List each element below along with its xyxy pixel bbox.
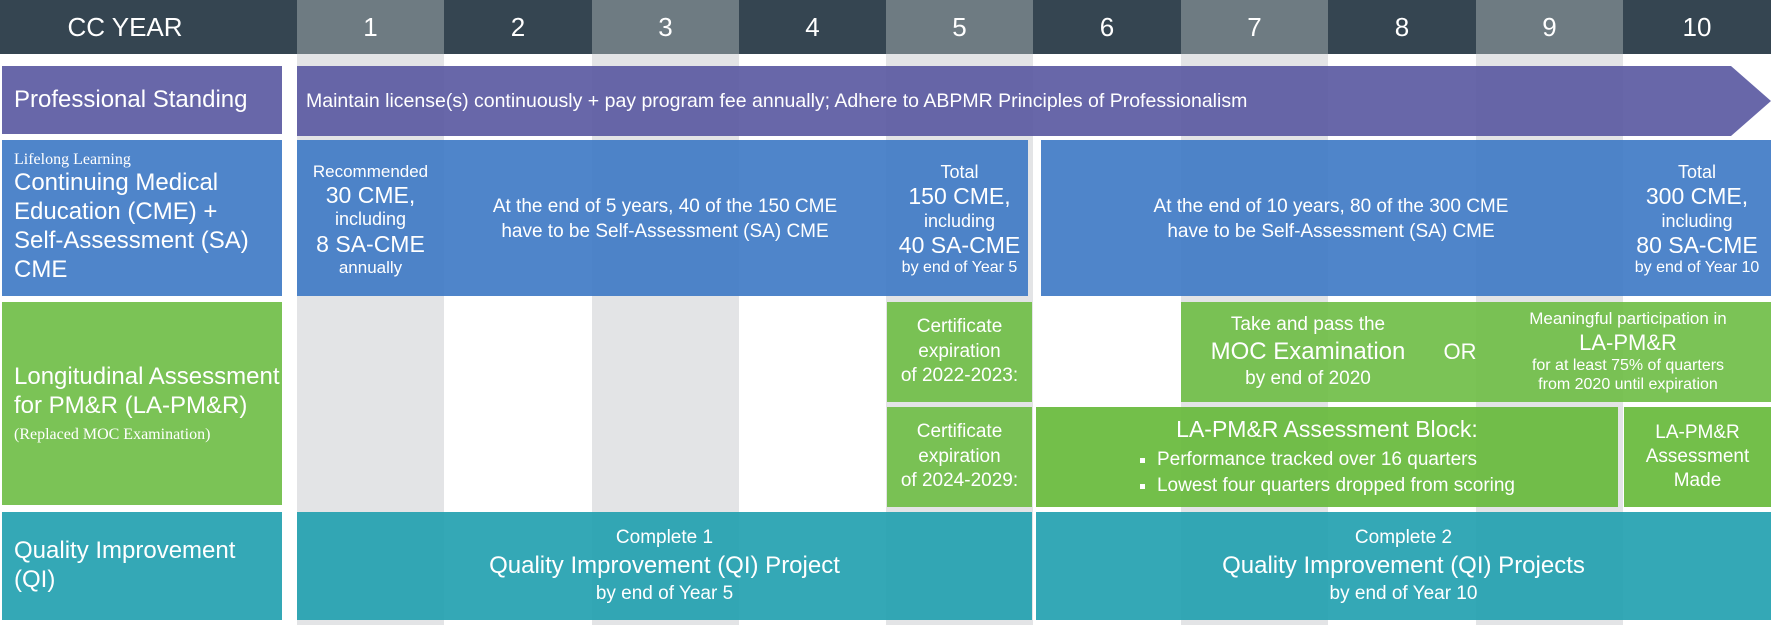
qi1-line1: Complete 1 xyxy=(615,526,714,548)
recommended-line1: Recommended xyxy=(312,162,429,182)
professional-standing-label-text: Professional Standing xyxy=(14,85,248,113)
year-8: 8 xyxy=(1394,11,1410,42)
header-stripe xyxy=(592,0,739,54)
ten-year-note-line2: have to be Self-Assessment (SA) CME xyxy=(1167,221,1495,242)
cert-expiration-2022-2023: Certificate expiration of 2022-2023: xyxy=(887,302,1032,402)
cc-year-label: CC YEAR xyxy=(67,11,183,42)
cme-label-text: Continuing Medical Education (CME) + Sel… xyxy=(14,169,249,283)
recommended-cme: Recommended 30 CME, including 8 SA-CME a… xyxy=(297,150,444,290)
cert-a-line3: of 2022-2023: xyxy=(900,365,1019,387)
qi2-line3: by end of Year 10 xyxy=(1329,582,1478,604)
year-2: 2 xyxy=(510,11,526,42)
meaningful-line2: LA-PM&R xyxy=(1579,329,1677,355)
ten-year-note: At the end of 10 years, 80 of the 300 CM… xyxy=(1041,150,1621,290)
total5-line2: 150 CME, xyxy=(908,183,1011,210)
made-line1: LA-PM&R xyxy=(1655,421,1740,443)
header-stripe xyxy=(1476,0,1623,54)
qi-project-1: Complete 1 Quality Improvement (QI) Proj… xyxy=(297,512,1032,620)
total5-line3: including xyxy=(923,210,996,231)
or-text: OR xyxy=(1443,339,1477,364)
qi-label: Quality Improvement (QI) xyxy=(2,512,282,620)
five-year-note-line2: have to be Self-Assessment (SA) CME xyxy=(501,221,829,242)
assessment-block-bullets: Performance tracked over 16 quarters Low… xyxy=(1139,447,1515,498)
moc-line3: by end of 2020 xyxy=(1245,368,1371,389)
meaningful-line3: for at least 75% of quarters xyxy=(1531,357,1725,375)
cert-b-line1: Certificate xyxy=(916,420,1003,442)
cme-block-1 xyxy=(297,140,1028,296)
recommended-line2: 30 CME, xyxy=(325,182,416,209)
cert-a-line1: Certificate xyxy=(916,315,1003,337)
total5-line1: Total xyxy=(940,162,979,183)
assessment-block: LA-PM&R Assessment Block: Performance tr… xyxy=(1036,407,1618,507)
qi2-line2: Quality Improvement (QI) Projects xyxy=(1222,552,1585,580)
total10-line5: by end of Year 10 xyxy=(1634,258,1760,276)
professional-standing-text: Maintain license(s) continuously + pay p… xyxy=(306,89,1248,112)
year-5: 5 xyxy=(952,11,967,42)
made-line3: Made xyxy=(1673,470,1722,492)
lifelong-learning-small: Lifelong Learning xyxy=(14,151,131,168)
moc-or-la-bar xyxy=(1181,302,1771,402)
year-9: 9 xyxy=(1542,11,1557,42)
year-7: 7 xyxy=(1247,11,1262,42)
header-stripe xyxy=(886,0,1033,54)
total10-line4: 80 SA-CME xyxy=(1636,231,1758,258)
longitudinal-label-text: Longitudinal Assessment for PM&R (LA-PM&… xyxy=(14,363,280,419)
longitudinal-label-note: (Replaced MOC Examination) xyxy=(14,425,211,443)
total10-line3: including xyxy=(1661,210,1733,231)
header-bar xyxy=(0,0,1771,54)
header-stripe xyxy=(297,0,444,54)
qi-project-2: Complete 2 Quality Improvement (QI) Proj… xyxy=(1036,512,1771,620)
bullet-item: Lowest four quarters dropped from scorin… xyxy=(1157,473,1515,499)
cert-expiration-2024-2029: Certificate expiration of 2024-2029: xyxy=(887,407,1032,507)
longitudinal-label: Longitudinal Assessment for PM&R (LA-PM&… xyxy=(2,302,282,505)
made-line2: Assessment xyxy=(1645,445,1750,467)
moc-examination: Take and pass the MOC Examination by end… xyxy=(1181,306,1435,398)
recommended-line5: annually xyxy=(338,257,403,277)
year-6: 6 xyxy=(1099,11,1115,42)
cert-b-line3: of 2024-2029: xyxy=(900,470,1019,492)
five-year-note-line1: At the end of 5 years, 40 of the 150 CME xyxy=(492,196,838,218)
assessment-block-title: LA-PM&R Assessment Block: xyxy=(1176,415,1478,442)
bullet-item: Performance tracked over 16 quarters xyxy=(1157,447,1515,473)
cert-a-line2: expiration xyxy=(918,340,1001,362)
meaningful-line1: Meaningful participation in xyxy=(1529,309,1727,329)
year-1: 1 xyxy=(363,11,378,42)
cme-block-2 xyxy=(1041,140,1771,296)
qi2-line1: Complete 2 xyxy=(1354,526,1453,548)
lifelong-learning-label: Lifelong Learning Continuing Medical Edu… xyxy=(2,140,282,296)
qi-label-text: Quality Improvement (QI) xyxy=(14,537,236,593)
cert-b-line2: expiration xyxy=(918,445,1001,467)
year-10: 10 xyxy=(1682,11,1712,42)
assessment-made: LA-PM&R Assessment Made xyxy=(1624,407,1771,507)
five-year-note: At the end of 5 years, 40 of the 150 CME… xyxy=(444,150,886,290)
year-4: 4 xyxy=(805,11,820,42)
recommended-line3: including xyxy=(334,209,407,230)
ten-year-note-line1: At the end of 10 years, 80 of the 300 CM… xyxy=(1153,196,1509,218)
professional-standing-arrow xyxy=(297,66,1771,136)
total5-line4: 40 SA-CME xyxy=(898,231,1021,258)
moc-line1: Take and pass the xyxy=(1230,314,1386,336)
total10-line2: 300 CME, xyxy=(1645,183,1749,210)
recommended-line4: 8 SA-CME xyxy=(316,230,425,257)
total5-line5: by end of Year 5 xyxy=(901,258,1018,276)
professional-standing-label: Professional Standing xyxy=(2,66,282,134)
qi1-line3: by end of Year 5 xyxy=(595,582,734,604)
qi1-line2: Quality Improvement (QI) Project xyxy=(489,552,840,580)
meaningful-participation: Meaningful participation in LA-PM&R for … xyxy=(1505,302,1751,402)
total-300-cme: Total 300 CME, including 80 SA-CME by en… xyxy=(1623,150,1771,290)
meaningful-line4: from 2020 until expiration xyxy=(1538,376,1718,394)
total10-line1: Total xyxy=(1677,162,1717,183)
year-3: 3 xyxy=(658,11,673,42)
moc-line2: MOC Examination xyxy=(1210,338,1406,365)
total-150-cme: Total 150 CME, including 40 SA-CME by en… xyxy=(886,150,1033,290)
header-stripe xyxy=(1181,0,1328,54)
